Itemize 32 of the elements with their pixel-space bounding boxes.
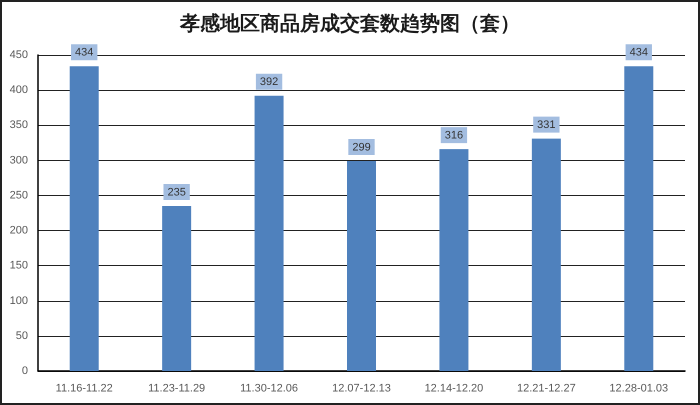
data-label: 434 <box>75 46 94 59</box>
bar <box>254 96 284 371</box>
y-tick-label: 450 <box>10 49 28 61</box>
x-tick-label: 11.30-12.06 <box>240 382 298 394</box>
bar <box>162 206 192 371</box>
y-tick-label: 0 <box>22 365 28 377</box>
data-label: 331 <box>537 119 556 132</box>
y-tick-label: 300 <box>10 154 28 166</box>
data-label: 316 <box>444 130 464 142</box>
bar <box>624 66 654 371</box>
y-tick-label: 350 <box>10 119 28 132</box>
y-tick-label: 150 <box>10 260 28 272</box>
x-tick-label: 11.23-11.29 <box>148 382 206 394</box>
y-tick-label: 250 <box>10 189 28 202</box>
bar <box>532 138 561 371</box>
data-label: 235 <box>167 186 186 198</box>
data-label: 392 <box>260 76 278 88</box>
data-label: 434 <box>630 46 648 59</box>
x-tick-label: 12.07-12.13 <box>332 382 391 394</box>
y-tick-label: 100 <box>10 294 28 307</box>
x-tick-label: 12.14-12.20 <box>424 382 484 394</box>
x-tick-label: 11.16-11.22 <box>56 382 113 394</box>
bar <box>439 149 468 371</box>
y-tick-label: 50 <box>16 330 28 342</box>
x-tick-label: 12.21-12.27 <box>517 382 576 394</box>
y-tick-label: 200 <box>10 224 28 237</box>
bar <box>347 161 376 371</box>
x-tick-label: 12.28-01.03 <box>609 382 668 394</box>
y-tick-label: 400 <box>10 84 28 96</box>
data-label: 299 <box>352 142 371 154</box>
bar <box>70 66 99 371</box>
chart-title: 孝感地区商品房成交套数趋势图（套） <box>179 11 520 35</box>
